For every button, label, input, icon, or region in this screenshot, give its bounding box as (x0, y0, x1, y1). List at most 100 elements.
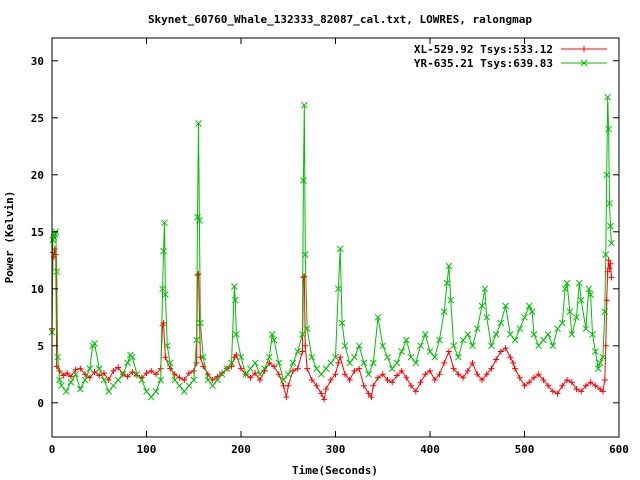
series-1-point-46 (196, 217, 203, 224)
series-1-point-58 (237, 353, 245, 361)
series-0-point-137 (601, 377, 608, 383)
series-0-point-105 (460, 374, 467, 381)
series-1-point-73 (300, 177, 307, 184)
series-1-point-91 (365, 370, 372, 378)
series-0-point-7 (60, 372, 67, 379)
series-1-point-77 (308, 353, 316, 361)
series-1-point-8 (58, 382, 65, 390)
y-axis-label: Power (Kelvin) (3, 191, 16, 284)
series-0-point-16 (100, 370, 107, 377)
series-1-point-107 (440, 308, 448, 315)
series-1-point-67 (275, 359, 283, 367)
series-1-point-17 (95, 365, 103, 372)
series-1-point-142 (575, 279, 583, 287)
series-0-point-116 (510, 359, 517, 366)
plot-frame (51, 37, 620, 438)
series-0-point-124 (545, 382, 552, 389)
series-0-point-130 (573, 386, 580, 393)
series-1-point-110 (447, 296, 455, 304)
series-1-point-34 (161, 219, 168, 227)
series-1-point-131 (535, 342, 543, 350)
series-1-point-115 (469, 342, 476, 350)
series-0-point-107 (469, 359, 476, 366)
series-0-point-134 (592, 382, 599, 389)
series-1-point-146 (587, 291, 595, 298)
series-1-point-108 (443, 279, 451, 287)
series-1-point-83 (334, 285, 342, 293)
series-1-point-106 (436, 336, 443, 344)
series-0-point-83 (360, 382, 367, 389)
series-0-point-84 (365, 390, 372, 397)
series-0-point-58 (271, 363, 278, 370)
series-0-point-92 (398, 367, 405, 374)
series-1-point-130 (530, 331, 538, 338)
series-1-point-48 (199, 353, 207, 361)
series-0-point-72 (318, 390, 325, 397)
series-1-point-81 (327, 359, 335, 367)
series-1-point-124 (506, 331, 514, 338)
series-1-point-11 (72, 370, 79, 378)
series-0-point-129 (568, 379, 575, 386)
series-1-point-111 (450, 342, 457, 350)
series-1-point-45 (195, 120, 202, 127)
series-1-point-35 (162, 291, 169, 298)
series-1-point-125 (511, 336, 519, 344)
series-0-point-96 (417, 379, 424, 386)
series-1-point-70 (289, 359, 297, 367)
series-0-point-87 (375, 374, 382, 381)
series-0-point-101 (441, 359, 448, 366)
legend-marker-1 (580, 59, 588, 67)
series-1-point-69 (284, 370, 292, 378)
series-1-point-64 (265, 353, 273, 361)
series-1-point-7 (56, 376, 63, 384)
x-axis-label: Time(Seconds) (292, 464, 378, 477)
series-1-point-143 (577, 296, 585, 304)
legend-marker-0 (581, 46, 587, 52)
series-1-point-132 (540, 336, 547, 344)
series-0-point-19 (115, 364, 122, 371)
series-0-point-67 (301, 273, 308, 280)
series-0-point-8 (64, 370, 71, 377)
series-1-point-13 (81, 376, 89, 384)
series-1-point-55 (231, 283, 238, 290)
series-1-point-32 (159, 285, 166, 293)
series-0-point-27 (152, 371, 159, 378)
series-1-point-38 (171, 376, 179, 384)
series-1-point-104 (426, 348, 434, 355)
series-1-point-71 (294, 348, 302, 355)
series-1-point-135 (554, 325, 561, 333)
series-1-point-26 (133, 370, 141, 378)
series-1-point-155 (604, 93, 612, 101)
series-0-point-119 (521, 382, 528, 389)
series-1-point-63 (261, 365, 268, 372)
series-1-point-74 (300, 101, 308, 109)
series-1-point-29 (147, 393, 155, 401)
series-0-point-118 (516, 374, 523, 381)
series-1-point-119 (483, 313, 491, 321)
series-0-point-112 (493, 356, 500, 363)
series-0-point-103 (450, 365, 457, 372)
series-0-point-78 (337, 354, 344, 361)
series-0-point-31 (162, 354, 169, 361)
series-1-point-152 (601, 308, 609, 315)
x-tick-label-1: 100 (137, 443, 157, 456)
series-1-point-86 (341, 342, 349, 350)
series-1-line (51, 97, 612, 398)
y-tick-label-1: 5 (37, 340, 44, 353)
series-0-point-97 (422, 371, 429, 378)
series-1-point-100 (407, 353, 415, 361)
series-0-point-110 (483, 371, 490, 378)
series-1-point-79 (317, 370, 325, 378)
series-1-point-25 (128, 353, 136, 361)
series-1-point-153 (602, 251, 610, 258)
series-0-point-44 (209, 377, 216, 383)
series-0-line (51, 248, 612, 401)
x-tick-label-2: 200 (231, 443, 251, 456)
series-0-point-85 (368, 394, 375, 401)
legend-label-yr: YR-635.21 Tsys:639.83 (414, 57, 553, 70)
series-1-point-43 (193, 336, 200, 344)
series-1-point-49 (204, 376, 212, 384)
series-1-point-31 (157, 376, 165, 384)
series-0-point-133 (587, 379, 594, 386)
series-1-point-122 (497, 319, 505, 327)
